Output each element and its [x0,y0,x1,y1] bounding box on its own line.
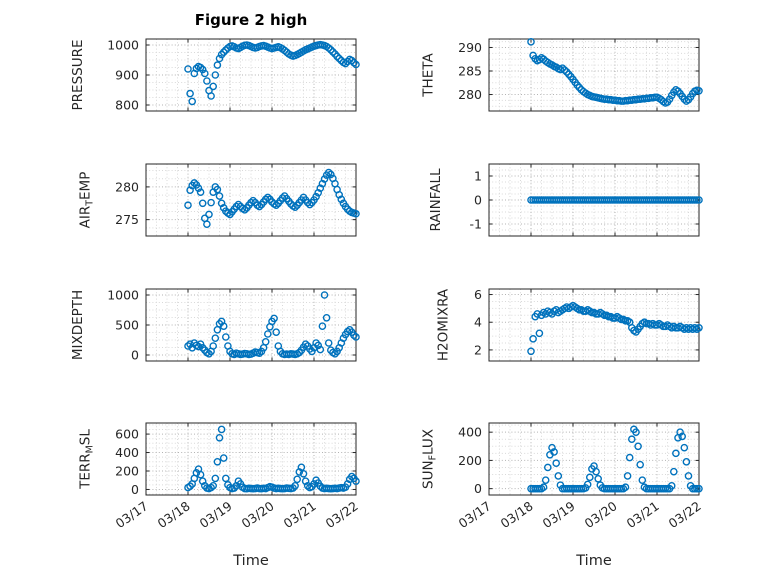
plot-box [488,422,700,496]
y-tick-label: 0 [131,348,139,363]
x-tick-label: 03/18 [498,498,536,531]
y-tick-label: 200 [115,464,139,479]
data-points [184,168,360,229]
data-points [527,196,703,204]
y-tick-label: 0 [474,193,482,208]
data-points [184,291,360,359]
x-tick-label: 03/19 [540,498,578,531]
data-points [527,425,703,493]
y-axis-label: TERRMSL [78,429,96,490]
y-tick-label: 0 [131,482,139,497]
y-tick-label: 2 [474,342,482,357]
plot-box [488,38,700,112]
y-axis-label: H2OMIXRA [436,288,452,361]
x-axis-label-left: Time [233,553,269,569]
x-tick-label: 03/22 [666,498,704,531]
y-tick-label: 1 [474,169,482,184]
y-tick-label: 0 [474,481,482,496]
y-tick-label: 290 [458,40,482,55]
y-tick-label: 400 [458,425,482,440]
y-tick-label: 400 [115,445,139,460]
y-tick-label: 500 [115,318,139,333]
y-tick-label: 6 [474,287,482,302]
x-axis-label-right: Time [576,553,612,569]
y-axis-label: PRESSURE [70,40,86,111]
data-points [527,38,703,107]
y-axis-label: MIXDEPTH [70,290,86,360]
y-tick-label: 900 [115,68,139,83]
y-axis-label: RAINFALL [428,168,444,231]
y-tick-label: 280 [458,87,482,102]
y-tick-label: -1 [470,217,482,232]
y-tick-label: 1000 [107,38,139,53]
y-tick-label: 200 [458,453,482,468]
x-tick-label: 03/17 [456,498,494,531]
plot-box [145,422,357,496]
data-points [527,301,703,356]
y-tick-label: 4 [474,315,482,330]
y-tick-label: 800 [115,98,139,113]
plot-box [145,163,357,237]
y-tick-label: 1000 [107,288,139,303]
y-axis-label: AIRTEMP [78,172,96,229]
y-tick-label: 600 [115,427,139,442]
data-points [184,425,360,493]
x-tick-label: 03/20 [582,498,620,531]
y-tick-label: 285 [458,64,482,79]
x-tick-label: 03/21 [624,498,662,531]
y-axis-label: SUNFLUX [421,429,439,489]
y-axis-label: THETA [421,53,437,98]
figure-title: Figure 2 high [194,11,308,29]
data-points [184,40,360,106]
y-tick-label: 280 [115,179,139,194]
y-tick-label: 275 [115,212,139,227]
